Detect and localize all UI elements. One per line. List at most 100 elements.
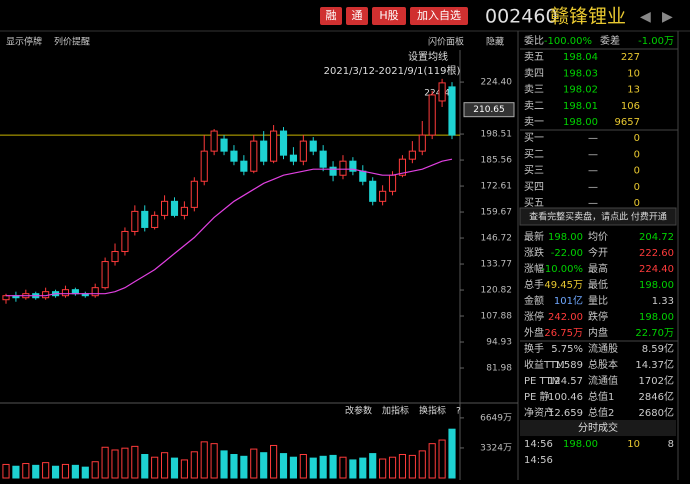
nav-prev[interactable]: ◀ <box>640 9 651 25</box>
header-button[interactable]: 加入自选 <box>417 9 461 22</box>
candle-body <box>101 261 109 289</box>
book-label: 买三 <box>524 165 544 177</box>
stat-label: 量比 <box>588 295 608 307</box>
candle-body <box>91 287 99 297</box>
volume-bar <box>319 455 327 479</box>
trades-header <box>520 420 676 436</box>
stat-value: 101亿 <box>554 294 583 307</box>
header-button[interactable]: 融 <box>326 9 337 22</box>
toolbar-item[interactable]: 显示停牌 <box>6 36 42 48</box>
candle-body <box>121 230 129 253</box>
candle-body <box>329 166 337 176</box>
volume-bar <box>121 447 129 479</box>
stat-value: 49.45万 <box>544 280 583 291</box>
candle-body <box>111 251 119 263</box>
stat-label: 涨停 <box>524 310 544 323</box>
volume-bar <box>398 453 407 479</box>
book-price: 198.03 <box>563 68 598 79</box>
price-marker-box <box>463 102 515 118</box>
trade-cell: 8 <box>668 439 674 450</box>
candle-body <box>359 170 367 182</box>
trades-title[interactable]: 分时成交 <box>578 421 618 434</box>
y-tick-label: 3324万 <box>480 443 512 453</box>
stat-value: 2846亿 <box>639 390 674 403</box>
value: -100.00% <box>544 36 592 47</box>
stat-value: 198.00 <box>548 232 583 243</box>
volume-bar <box>240 455 248 479</box>
volume-bar <box>220 450 228 479</box>
book-volume: 0 <box>634 182 640 193</box>
indicator-tool[interactable]: 换指标 <box>419 405 446 417</box>
volume-bar <box>379 458 387 479</box>
candle-body <box>408 150 416 160</box>
stat-value: 100.46 <box>548 392 583 403</box>
volume-bar <box>388 456 397 479</box>
trade-cell: 14:56 <box>524 439 553 450</box>
stat-label: 总值1 <box>588 390 614 403</box>
header-button[interactable]: 通 <box>352 9 363 22</box>
stat-value: 1.589 <box>554 360 583 371</box>
stat-value: 14.37亿 <box>635 358 674 371</box>
book-price: 198.04 <box>563 52 598 63</box>
header-button-bg[interactable] <box>320 7 342 25</box>
stat-label: 总股本 <box>588 358 618 371</box>
volume-bar <box>71 464 79 479</box>
y-tick-label: 224.40 <box>481 78 513 88</box>
candle-body <box>151 214 159 228</box>
stat-value: 2680亿 <box>639 406 674 419</box>
volume-bar <box>369 453 377 479</box>
stat-label: 外盘 <box>524 326 544 339</box>
volume-bar <box>141 453 149 479</box>
indicator-tool[interactable]: 加指标 <box>382 405 409 417</box>
ma-setting[interactable]: 设置均线 <box>408 50 448 63</box>
book-label: 买四 <box>524 181 544 193</box>
book-volume: 0 <box>634 166 640 177</box>
book-volume: 227 <box>621 52 640 63</box>
header-button[interactable]: H股 <box>379 9 398 22</box>
price-marker: 210.65 <box>473 105 505 115</box>
ma-line <box>6 158 453 297</box>
header-button-bg[interactable] <box>410 7 468 25</box>
volume-bar <box>428 443 436 479</box>
stat-value: 242.00 <box>548 312 583 323</box>
stock-name: 赣锋锂业 <box>550 6 626 28</box>
label: 委差 <box>600 34 620 47</box>
stat-value: 198.00 <box>639 280 674 291</box>
volume-bar <box>438 439 446 479</box>
candle-body <box>438 82 446 102</box>
banner-box[interactable] <box>519 207 677 226</box>
book-price: — <box>588 166 598 177</box>
toolbar-item[interactable]: 列价提醒 <box>54 36 90 48</box>
volume-bar <box>309 457 317 479</box>
volume-bar <box>408 454 416 479</box>
volume-bar <box>339 456 347 479</box>
book-label: 卖二 <box>524 100 544 112</box>
header-button-bg[interactable] <box>372 7 406 25</box>
stat-value: 224.40 <box>639 264 674 275</box>
candle-body <box>131 210 139 232</box>
indicator-tool[interactable]: 改参数 <box>345 405 372 417</box>
indicator-tool[interactable]: ? <box>456 407 461 417</box>
toolbar-item[interactable]: 闪价面板 <box>428 36 464 48</box>
book-price: 198.02 <box>563 85 598 96</box>
volume-bar <box>260 452 268 479</box>
nav-next[interactable]: ▶ <box>662 9 673 25</box>
book-label: 买二 <box>524 148 544 160</box>
stat-label: 净资产 <box>524 406 554 419</box>
header-button-bg[interactable] <box>346 7 368 25</box>
volume-bar <box>61 463 70 479</box>
label: 委比 <box>524 34 544 47</box>
candle-body <box>299 140 307 162</box>
banner[interactable]: 查看完整买卖盘，请点此 付费开通 <box>529 211 667 223</box>
toolbar-item[interactable]: 隐藏 <box>486 36 504 48</box>
candle-body <box>349 160 357 172</box>
book-label: 买五 <box>524 197 544 209</box>
volume-bar <box>329 454 337 479</box>
volume-bar <box>448 428 456 479</box>
candle-body <box>170 200 179 216</box>
volume-bar <box>210 443 218 479</box>
y-tick-label: 107.88 <box>481 312 513 322</box>
stat-value: 12.659 <box>548 408 583 419</box>
